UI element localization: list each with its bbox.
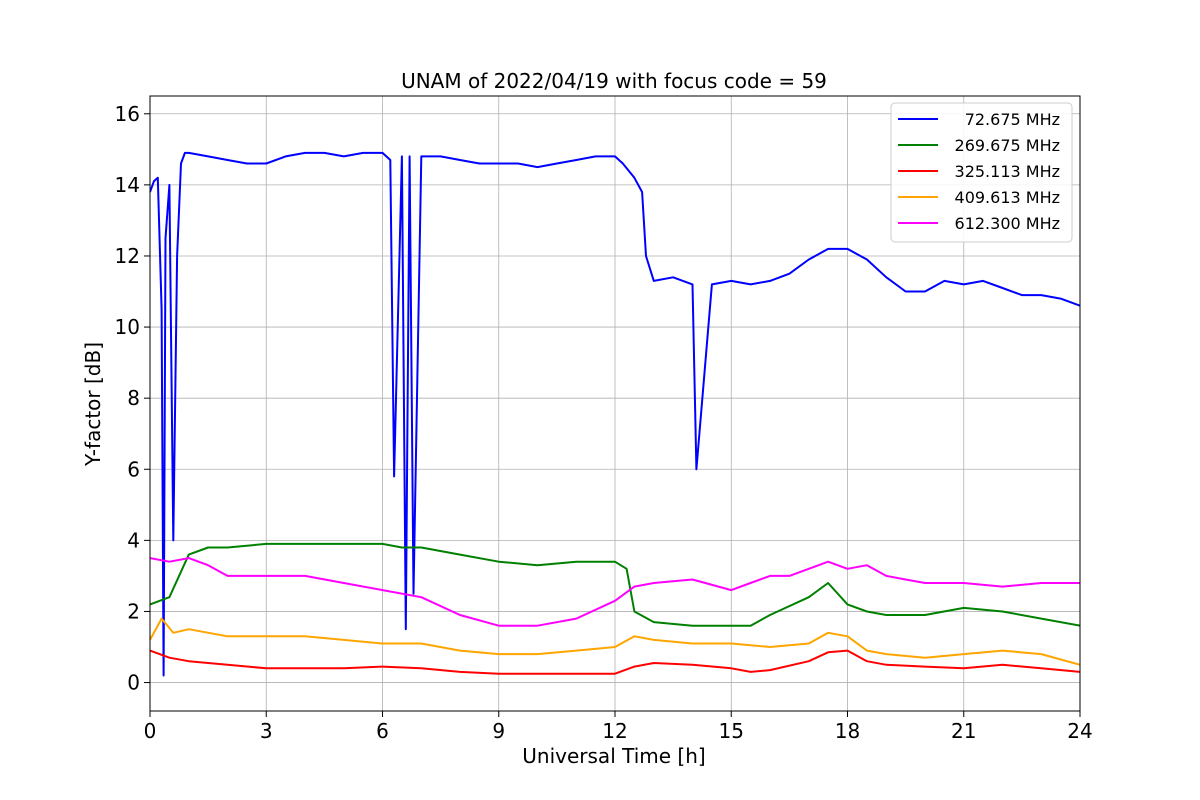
y-tick-label: 8 (127, 386, 140, 410)
legend-label-1: 72.675 MHz (965, 110, 1060, 129)
x-tick-label: 6 (376, 719, 389, 743)
x-axis: 0 3 6 9 12 15 18 21 24 (144, 711, 1093, 743)
x-tick-label: 18 (835, 719, 860, 743)
legend: 72.675 MHz 269.675 MHz 325.113 MHz 409.613 … (890, 102, 1073, 243)
x-tick-label: 12 (602, 719, 627, 743)
series-line-2 (150, 542, 1080, 627)
grid (149, 96, 1081, 711)
y-tick-label: 10 (115, 315, 140, 339)
x-tick-label: 9 (492, 719, 505, 743)
legend-label-4: 409.613 MHz (955, 188, 1060, 207)
series-line-4 (150, 617, 1080, 666)
x-tick-label: 0 (144, 719, 157, 743)
series-line-3 (150, 649, 1080, 675)
y-tick-label: 16 (115, 102, 140, 126)
y-tick-label: 0 (127, 671, 140, 695)
legend-label-3: 325.113 MHz (955, 162, 1060, 181)
plot-area (150, 151, 1080, 677)
series-line-5 (150, 557, 1080, 627)
chart-title: UNAM of 2022/04/19 with focus code = 59 (401, 69, 827, 93)
x-axis-label: Universal Time [h] (522, 744, 705, 768)
y-tick-label: 6 (127, 457, 140, 481)
legend-box (890, 102, 1073, 243)
x-tick-label: 24 (1067, 719, 1092, 743)
y-tick-label: 2 (127, 599, 140, 623)
y-tick-label: 14 (115, 173, 140, 197)
x-tick-label: 3 (260, 719, 273, 743)
y-axis: 0 2 4 6 8 10 12 14 16 (115, 102, 150, 695)
x-tick-label: 15 (719, 719, 744, 743)
x-tick-label: 21 (951, 719, 976, 743)
y-tick-label: 12 (115, 244, 140, 268)
y-tick-label: 4 (127, 528, 140, 552)
legend-label-2: 269.675 MHz (955, 136, 1060, 155)
legend-label-5: 612.300 MHz (955, 214, 1060, 233)
y-axis-label: Y-factor [dB] (81, 342, 105, 467)
series-line-1 (150, 151, 1080, 677)
